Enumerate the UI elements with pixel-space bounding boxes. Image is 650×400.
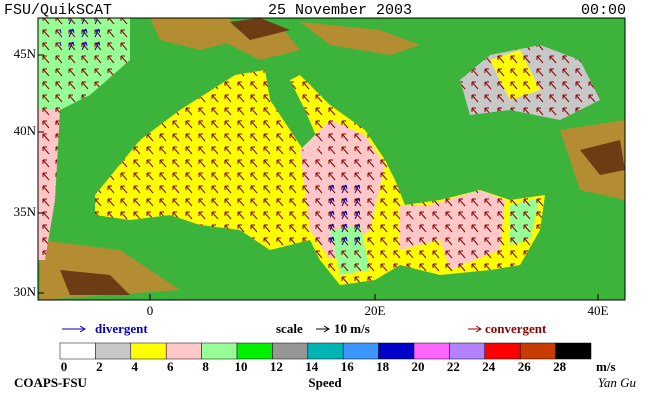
colorbar-swatch — [342, 342, 379, 360]
colorbar-tick-label: 12 — [270, 359, 283, 374]
lat-label: 40N — [14, 123, 37, 138]
colorbar-tick-label: 26 — [518, 359, 532, 374]
lat-label: 30N — [14, 284, 37, 299]
colorbar-swatch — [201, 342, 238, 360]
signature: Yan Gu — [598, 375, 637, 390]
lon-label: 40E — [588, 303, 609, 318]
wind-vectors — [38, 18, 600, 285]
colorbar-tick-label: 4 — [132, 359, 139, 374]
credit: COAPS-FSU — [14, 375, 88, 390]
colorbar-tick-label: 6 — [167, 359, 174, 374]
colorbar-swatch — [272, 342, 309, 360]
colorbar-swatch — [449, 342, 486, 360]
map-frame — [37, 17, 626, 301]
lat-label: 35N — [14, 204, 37, 219]
colorbar-unit: m/s — [596, 359, 616, 374]
colorbar-tick-label: 10 — [235, 359, 248, 374]
convergent-arrow-head — [475, 325, 482, 333]
colorbar-swatch — [59, 342, 96, 360]
colorbar-tick-label: 2 — [96, 359, 103, 374]
colorbar-swatch — [519, 342, 556, 360]
colorbar-tick-label: 16 — [341, 359, 355, 374]
divergent-label: divergent — [95, 321, 148, 336]
colorbar-swatch — [236, 342, 273, 360]
divergent-arrow-head — [79, 325, 86, 333]
colorbar-swatch — [307, 342, 344, 360]
colorbar-tick-label: 0 — [61, 359, 68, 374]
colorbar-swatch — [95, 342, 132, 360]
colorbar-swatch — [165, 342, 202, 360]
colorbar-tick-label: 20 — [412, 359, 425, 374]
colorbar-swatch — [378, 342, 415, 360]
axes: 45N 40N 35N 30N 0 20E 40E — [14, 46, 609, 318]
scale-arrow-head — [323, 325, 330, 333]
colorbar-tick-label: 8 — [202, 359, 209, 374]
colorbar-tick-label: 22 — [447, 359, 460, 374]
colorbar-swatch — [555, 342, 592, 360]
colorbar-tick-label: 18 — [376, 359, 390, 374]
relief — [40, 18, 625, 300]
colorbar-title: Speed — [308, 375, 342, 390]
convergent-label: convergent — [485, 321, 547, 336]
map — [38, 18, 625, 300]
time: 00:00 — [581, 2, 626, 19]
colorbar-swatch — [130, 342, 167, 360]
scale-value: 10 m/s — [334, 321, 370, 336]
wind-vectors-divergent — [60, 20, 360, 250]
colorbar-tick-label: 28 — [553, 359, 567, 374]
lon-label: 0 — [147, 303, 154, 318]
lat-label: 45N — [14, 46, 37, 61]
date: 25 November 2003 — [268, 2, 412, 19]
lon-label: 20E — [365, 303, 386, 318]
colorbar-swatch — [413, 342, 450, 360]
colorbar-swatch — [484, 342, 521, 360]
source: FSU/QuikSCAT — [4, 2, 112, 19]
colorbar-tick-label: 24 — [482, 359, 496, 374]
scale-label: scale — [276, 321, 303, 336]
colorbar: 0 2 4 6 8 10 12 14 16 18 20 22 24 26 28 — [59, 342, 592, 374]
colorbar-tick-label: 14 — [305, 359, 319, 374]
